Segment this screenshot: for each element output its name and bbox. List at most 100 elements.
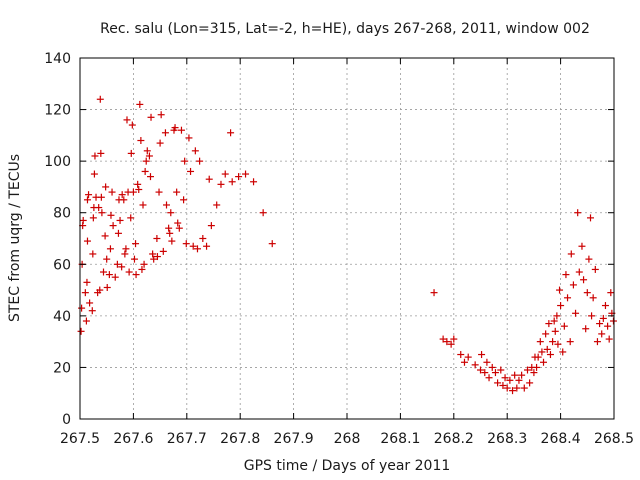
data-point [191, 147, 199, 155]
data-point [213, 201, 221, 209]
data-point [114, 229, 122, 237]
data-point [546, 351, 554, 359]
data-point [96, 286, 104, 294]
data-point [129, 188, 137, 196]
data-point [450, 335, 458, 343]
data-point [460, 358, 468, 366]
data-point [147, 113, 155, 121]
data-point [497, 366, 505, 374]
data-point [118, 191, 126, 199]
data-point [174, 219, 182, 227]
data-point [88, 307, 96, 315]
data-point [549, 338, 557, 346]
data-point [102, 183, 110, 191]
data-point [167, 209, 175, 217]
y-tick-label: 140 [44, 51, 71, 67]
data-point [116, 216, 124, 224]
data-point [605, 335, 613, 343]
data-point [250, 178, 258, 186]
data-point [569, 281, 577, 289]
data-point [153, 253, 161, 261]
data-point [523, 366, 531, 374]
data-point [121, 250, 129, 258]
data-point [559, 348, 567, 356]
data-point [560, 322, 568, 330]
data-point [173, 188, 181, 196]
data-point [551, 327, 559, 335]
data-point [242, 170, 250, 178]
data-point [125, 268, 133, 276]
data-point [97, 149, 105, 157]
data-point [591, 265, 599, 273]
data-point [550, 317, 558, 325]
data-point [113, 260, 121, 268]
data-point [599, 314, 607, 322]
data-point [83, 196, 91, 204]
data-point [439, 335, 447, 343]
data-point [90, 170, 98, 178]
data-point [518, 371, 526, 379]
data-point [189, 242, 197, 250]
y-axis-label: STEC from uqrg / TECUs [7, 154, 23, 322]
data-point [481, 369, 489, 377]
data-point [464, 353, 472, 361]
data-point [443, 338, 451, 346]
data-point [520, 384, 528, 392]
data-point [430, 289, 438, 297]
data-point [165, 224, 173, 232]
data-point [553, 312, 561, 320]
data-point [572, 309, 580, 317]
data-point [205, 175, 213, 183]
data-point [107, 211, 115, 219]
data-point [513, 384, 521, 392]
data-point [81, 289, 89, 297]
x-tick-label: 267.7 [167, 431, 207, 447]
data-point [515, 376, 523, 384]
data-point [268, 240, 276, 248]
data-point [82, 317, 90, 325]
data-point [567, 250, 575, 258]
data-point [564, 294, 572, 302]
data-point [185, 134, 193, 142]
data-point [145, 152, 153, 160]
data-point [161, 129, 169, 137]
data-point [86, 299, 94, 307]
data-point [180, 196, 188, 204]
data-point [127, 149, 135, 157]
data-point [171, 124, 179, 132]
data-point [79, 216, 87, 224]
data-point [536, 338, 544, 346]
data-point [111, 273, 119, 281]
data-point [227, 129, 235, 137]
x-tick-label: 268 [334, 431, 361, 447]
data-point [136, 100, 144, 108]
y-tick-label: 120 [44, 103, 71, 119]
data-point [159, 247, 167, 255]
data-point [580, 276, 588, 284]
data-point [77, 327, 85, 335]
data-point [193, 245, 201, 253]
data-point [123, 116, 131, 124]
data-point [533, 363, 541, 371]
data-point [509, 387, 517, 395]
x-tick-label: 267.6 [113, 431, 153, 447]
data-point [108, 188, 116, 196]
x-tick-label: 268.5 [594, 431, 634, 447]
chart-title: Rec. salu (Lon=315, Lat=-2, h=HE), days … [100, 21, 590, 37]
data-point [607, 289, 615, 297]
data-point [228, 178, 236, 186]
data-point [530, 369, 538, 377]
data-point [259, 209, 267, 217]
data-point [91, 152, 99, 160]
data-point [89, 250, 97, 258]
data-point [488, 363, 496, 371]
data-point [89, 214, 97, 222]
data-point [97, 193, 105, 201]
x-tick-label: 268.1 [380, 431, 420, 447]
y-tick-label: 40 [53, 309, 71, 325]
data-point [575, 268, 583, 276]
x-tick-label: 267.8 [220, 431, 260, 447]
data-point [506, 376, 514, 384]
data-point [120, 196, 128, 204]
data-point [235, 173, 243, 181]
